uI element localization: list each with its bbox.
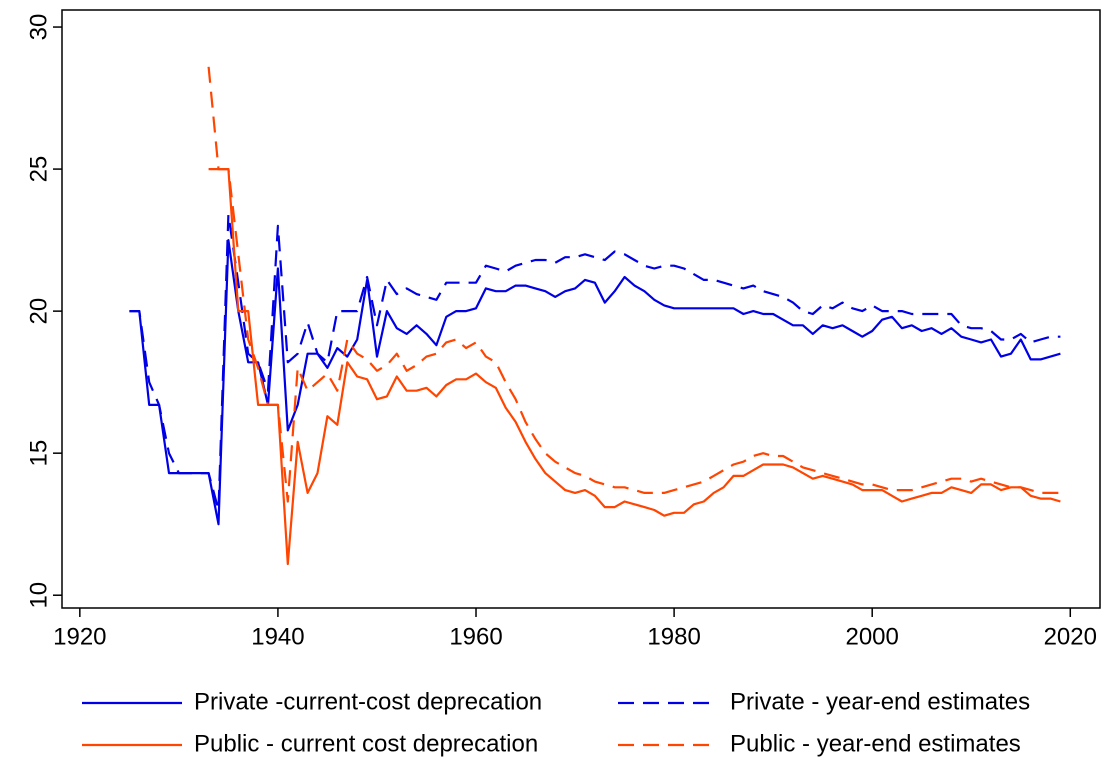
x-tick-label: 1940 [251,623,304,650]
legend-label: Public - current cost deprecation [194,730,538,757]
y-tick-label: 10 [25,582,52,609]
series-line [208,168,1061,566]
legend-label: Public - year-end estimates [730,730,1021,757]
legend-label: Private - year-end estimates [730,688,1030,715]
series-line [129,213,1061,512]
legend-label: Private -current-cost deprecation [194,688,542,715]
x-tick-label: 1980 [647,623,700,650]
y-tick-label: 25 [25,156,52,183]
x-tick-label: 1960 [449,623,502,650]
x-tick-label: 2020 [1044,623,1097,650]
y-tick-label: 20 [25,298,52,325]
x-tick-label: 2000 [845,623,898,650]
plot-frame [61,9,1101,609]
series-line [129,239,1061,526]
y-tick-label: 15 [25,440,52,467]
y-tick-label: 30 [25,14,52,41]
x-tick-label: 1920 [53,623,106,650]
